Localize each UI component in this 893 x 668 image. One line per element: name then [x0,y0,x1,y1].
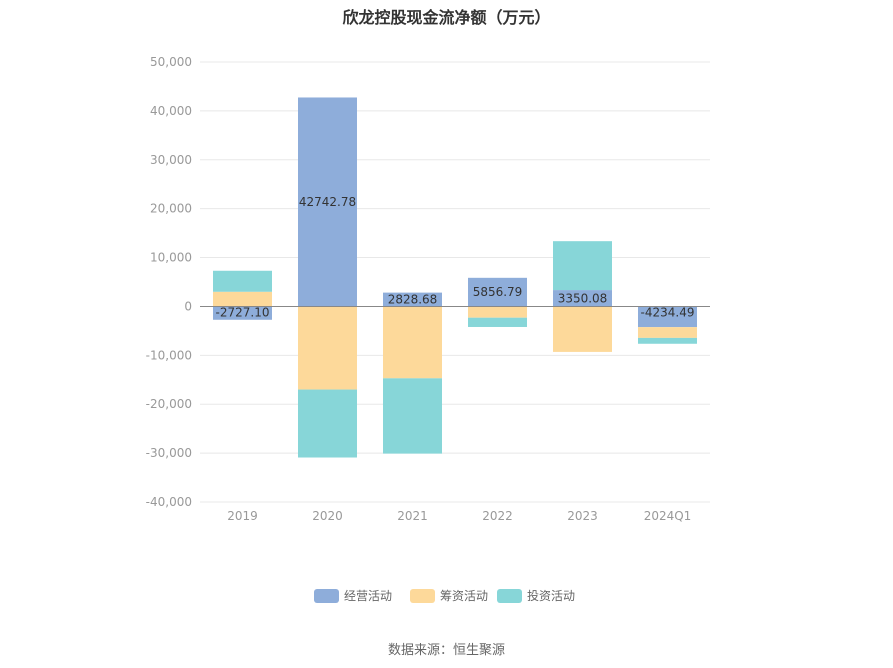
bars [213,97,697,458]
data-label: 2828.68 [388,293,438,307]
legend-label: 投资活动 [527,588,575,603]
bar-2019-经营活动 [213,306,272,320]
data-label: 5856.79 [473,285,523,299]
bar-2020-筹资活动 [298,306,357,390]
data-label: -4234.49 [641,305,695,319]
legend-swatch [314,589,339,603]
bar-2021-投资活动 [383,378,442,454]
x-tick-label: 2023 [567,509,598,523]
legend-item-筹资活动[interactable]: 筹资活动 [410,589,488,603]
legend: 经营活动 筹资活动 投资活动 [314,588,575,603]
legend-item-经营活动[interactable]: 经营活动 [314,589,392,603]
bar-2020-经营活动 [298,97,357,307]
legend-label: 筹资活动 [440,589,488,603]
y-tick-label: -30,000 [146,446,192,460]
y-tick-label: 50,000 [150,55,192,69]
x-tick-label: 2022 [482,509,513,523]
y-axis-ticks: 50,000 40,000 30,000 20,000 10,000 0 -10,000 -2… [146,55,192,509]
legend-item-投资活动[interactable]: 投资活动 [497,588,575,603]
y-tick-label: -40,000 [146,495,192,509]
y-tick-label: -20,000 [146,397,192,411]
x-axis-ticks: 2019 2020 2021 2022 2023 2024Q1 [227,509,691,523]
legend-swatch [410,589,435,603]
data-label: -2727.10 [216,305,270,319]
grid-lines [200,61,710,503]
legend-label: 经营活动 [344,589,392,603]
bar-2023-筹资活动 [553,306,612,352]
data-label: 42742.78 [299,195,356,209]
x-tick-label: 2019 [227,509,258,523]
bar-2024Q1-筹资活动 [638,327,697,338]
bar-2024Q1-经营活动 [638,306,697,328]
bar-2022-经营活动 [468,277,527,307]
bar-2023-投资活动 [553,241,612,291]
bar-2019-筹资活动 [213,291,272,307]
data-source: 数据来源：恒生聚源 [387,643,505,658]
bar-2022-筹资活动 [468,306,527,318]
y-tick-label: 20,000 [150,202,192,216]
chart-title: 欣龙控股现金流净额（万元） [342,8,551,27]
bar-2023-经营活动 [553,290,612,307]
bar-2024Q1-投资活动 [638,337,697,344]
bar-2022-投资活动 [468,317,527,327]
y-tick-label: 40,000 [150,104,192,118]
bar-2021-经营活动 [383,292,442,307]
y-tick-label: 30,000 [150,153,192,167]
y-tick-label: 0 [184,299,192,313]
bar-2019-投资活动 [213,270,272,292]
x-tick-label: 2020 [312,509,343,523]
legend-swatch [497,589,522,603]
x-tick-label: 2021 [397,509,428,523]
y-tick-label: -10,000 [146,348,192,362]
data-labels: -2727.10 42742.78 2828.68 5856.79 3350.08 -42… [216,195,695,319]
y-tick-label: 10,000 [150,251,192,265]
bar-2020-投资活动 [298,389,357,458]
bar-2021-筹资活动 [383,306,442,379]
data-label: 3350.08 [558,291,608,305]
x-tick-label: 2024Q1 [644,509,692,523]
